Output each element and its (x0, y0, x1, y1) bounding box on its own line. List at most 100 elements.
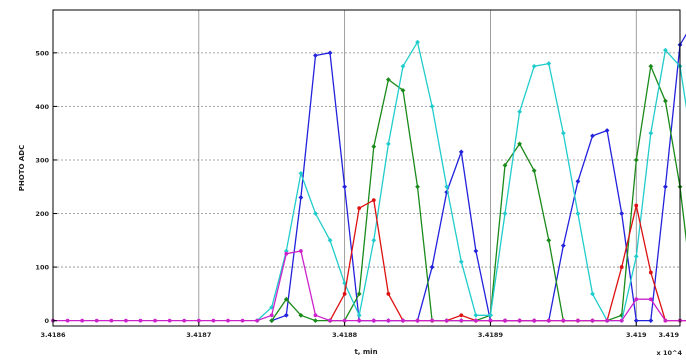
data-point (226, 318, 230, 323)
data-point (269, 313, 274, 318)
data-point (313, 53, 318, 58)
series-layer (51, 33, 686, 324)
data-point (444, 318, 449, 323)
data-point (634, 297, 639, 302)
data-point (590, 133, 595, 139)
data-point (313, 313, 318, 318)
data-point (284, 251, 289, 256)
data-point (561, 318, 566, 323)
data-point (648, 270, 653, 275)
data-point (298, 312, 304, 318)
data-point (371, 318, 376, 323)
data-point (663, 47, 668, 53)
data-point (429, 264, 435, 270)
x-axis-label: t, min (354, 348, 377, 356)
data-point (648, 63, 654, 69)
data-point (415, 39, 420, 45)
data-point (531, 63, 537, 69)
data-point (458, 259, 464, 265)
data-point (619, 265, 624, 269)
data-point (663, 318, 668, 323)
data-point (415, 318, 420, 323)
series-2 (254, 39, 686, 324)
data-point (356, 291, 362, 297)
data-point (517, 109, 523, 115)
data-point (459, 318, 464, 323)
data-point (167, 318, 172, 323)
data-point (240, 318, 245, 323)
x-tick-label: 3.4186 (40, 331, 66, 339)
data-point (488, 312, 493, 318)
data-point (196, 318, 201, 323)
data-point (400, 87, 406, 93)
data-point (298, 170, 304, 176)
data-point (546, 237, 552, 243)
data-point (415, 184, 420, 190)
x-tick-label: 3.419 (658, 331, 679, 339)
data-point (255, 318, 260, 323)
data-point (575, 211, 581, 216)
data-point (371, 237, 377, 243)
data-point (385, 141, 391, 147)
data-point (386, 318, 391, 323)
data-point (459, 313, 464, 318)
data-point (663, 98, 668, 104)
data-point (634, 203, 639, 208)
data-point (328, 318, 332, 323)
data-point (619, 318, 624, 323)
data-point (517, 318, 522, 323)
x-tick-label: 3.4188 (332, 331, 358, 339)
data-point (313, 211, 318, 216)
data-point (517, 141, 523, 147)
data-point (283, 248, 289, 254)
y-axis-label: PHOTO ADC (18, 145, 26, 191)
y-tick-label: 200 (35, 210, 49, 218)
data-point (590, 291, 595, 297)
data-point (546, 318, 551, 323)
data-point (327, 50, 333, 56)
data-point (283, 312, 289, 318)
data-point (356, 312, 362, 318)
data-point (342, 318, 347, 323)
data-point (503, 318, 507, 323)
data-point (648, 297, 653, 302)
grid-lines (53, 10, 680, 326)
x-axis-ticks: 3.4186 3.4187 3.4188 3.4189 3.419 3.419 (40, 322, 679, 339)
data-point (633, 157, 639, 163)
data-point (531, 168, 537, 174)
data-point (648, 130, 654, 136)
data-point (430, 318, 435, 323)
data-point (575, 178, 581, 184)
data-point (138, 318, 143, 323)
data-point (357, 206, 362, 211)
data-point (211, 318, 216, 323)
y-tick-label: 400 (35, 103, 49, 111)
y-tick-label: 0 (44, 317, 49, 325)
data-point (298, 249, 303, 253)
data-point (109, 318, 114, 323)
x-tick-label: 3.4189 (478, 331, 504, 339)
data-point (342, 184, 348, 190)
data-point (473, 318, 478, 323)
data-point (604, 128, 610, 133)
data-point (283, 296, 289, 302)
data-point (313, 318, 318, 324)
data-point (590, 318, 595, 323)
data-point (94, 318, 99, 323)
data-point (633, 253, 639, 259)
data-point (633, 318, 639, 324)
data-point (400, 63, 406, 69)
data-point (648, 318, 654, 324)
data-point (444, 184, 450, 190)
y-tick-label: 300 (35, 156, 49, 164)
data-point (619, 211, 625, 216)
data-point (385, 77, 391, 83)
data-point (153, 318, 157, 323)
data-point (298, 195, 304, 200)
series-4 (51, 249, 686, 323)
y-axis-ticks: 0 100 200 300 400 500 (35, 49, 57, 325)
data-point (327, 237, 333, 243)
data-point (371, 144, 377, 149)
data-point (560, 130, 566, 136)
